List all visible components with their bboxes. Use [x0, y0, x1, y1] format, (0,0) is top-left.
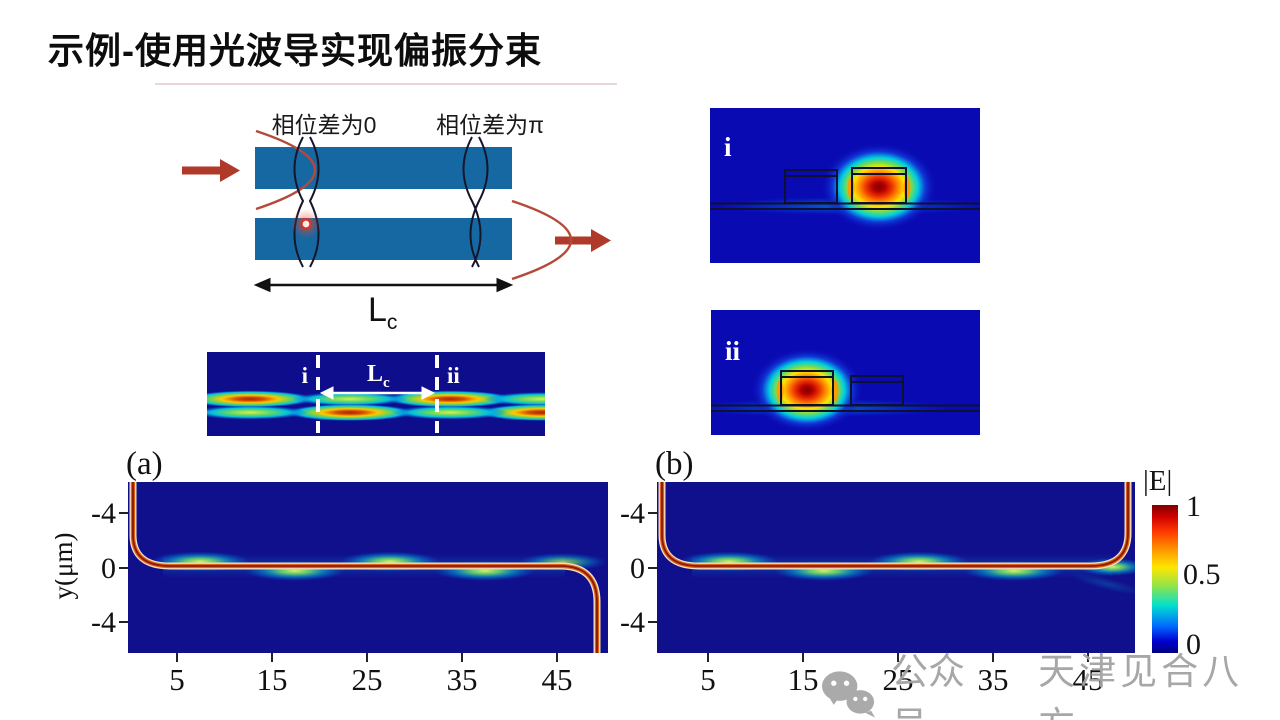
plot-a: (a) y(μm) -4 0 -4 5 15 25 35 45 [55, 446, 608, 697]
plot-b-xtick-marks [707, 653, 1089, 662]
svg-text:-4: -4 [91, 497, 116, 530]
phase-zero-label: 相位差为0 [272, 112, 377, 138]
svg-text:25: 25 [883, 662, 914, 697]
colorbar-tick-1: 1 [1186, 490, 1201, 523]
svg-text:35: 35 [978, 662, 1009, 697]
plot-a-ytick-labels: -4 0 -4 [91, 497, 116, 639]
mode-ii-label: ii [725, 336, 741, 366]
plot-b-ytick-marks [648, 512, 657, 623]
strip-label-ii: ii [447, 363, 460, 388]
page-title: 示例-使用光波导实现偏振分束 [48, 30, 542, 71]
leakage-tail [1070, 573, 1135, 595]
input-arrow-icon [182, 159, 240, 182]
svg-text:-4: -4 [620, 497, 645, 530]
svg-text:25: 25 [352, 662, 383, 697]
colorbar-tick-05: 0.5 [1183, 558, 1221, 591]
mode-envelope-output [511, 199, 573, 281]
waveguide-outlines [710, 167, 980, 210]
lc-dimension-arrow [253, 277, 514, 293]
svg-text:45: 45 [542, 662, 573, 697]
mode-field-image-ii: ii [711, 310, 980, 435]
watermark-label: 公众号 [891, 651, 966, 720]
plot-b: (b) -4 0 -4 5 15 25 35 45 [620, 446, 1135, 697]
supermode-lines-phase-pi [462, 136, 489, 268]
title-divider [155, 83, 617, 85]
svg-text:15: 15 [257, 662, 288, 697]
watermark-account-name: 天津见合八方 [1038, 651, 1244, 720]
coupling-hotspot-dot [291, 209, 321, 239]
output-arrow-icon [555, 229, 611, 252]
mode-i-label: i [724, 132, 732, 162]
strip-label-i: i [302, 363, 309, 388]
mode-envelope-input [255, 129, 317, 211]
mode-field-image-i: i [710, 108, 980, 263]
plot-a-panel-label: (a) [126, 446, 163, 482]
plot-b-panel-label: (b) [655, 446, 693, 482]
svg-text:0: 0 [630, 552, 645, 585]
svg-text:-4: -4 [620, 606, 645, 639]
svg-text:5: 5 [700, 662, 716, 697]
plot-a-ytick-marks [119, 512, 128, 623]
plot-a-waveguide-trace [129, 482, 601, 653]
supermode-lines-phase0 [293, 136, 320, 268]
svg-text:-4: -4 [91, 606, 116, 639]
colorbar-tick-0: 0 [1186, 628, 1201, 661]
svg-text:35: 35 [447, 662, 478, 697]
coupler-schematic: 相位差为0 相位差为π [182, 112, 611, 334]
svg-text:0: 0 [101, 552, 116, 585]
lc-span-arrow [319, 386, 436, 400]
colorbar-title: |E| [1143, 465, 1173, 497]
plot-b-waveguide-trace [658, 482, 1132, 570]
wechat-icon [821, 671, 876, 718]
svg-text:45: 45 [1073, 662, 1104, 697]
propagation-strip: i ii Lc [207, 352, 545, 436]
svg-text:5: 5 [169, 662, 185, 697]
waveguide-outlines [711, 370, 980, 412]
watermark: 公众号 天津见合八方 [820, 641, 1280, 720]
plot-a-ylabel: y(μm) [55, 533, 78, 600]
plot-a-xtick-labels: 5 15 25 35 45 [169, 662, 572, 697]
plot-b-ytick-labels: -4 0 -4 [620, 497, 645, 639]
colorbar-gradient [1152, 505, 1178, 653]
svg-text:15: 15 [788, 662, 819, 697]
plot-a-xtick-marks [176, 653, 558, 662]
strip-lc-label: Lc [367, 361, 390, 391]
plot-b-xtick-labels: 5 15 25 35 45 [700, 662, 1103, 697]
phase-pi-label: 相位差为π [436, 112, 544, 138]
waveguide-top [255, 147, 512, 189]
mode-blob-right [821, 143, 937, 231]
lc-label: Lc [368, 291, 397, 334]
mode-blob-left [751, 348, 863, 432]
